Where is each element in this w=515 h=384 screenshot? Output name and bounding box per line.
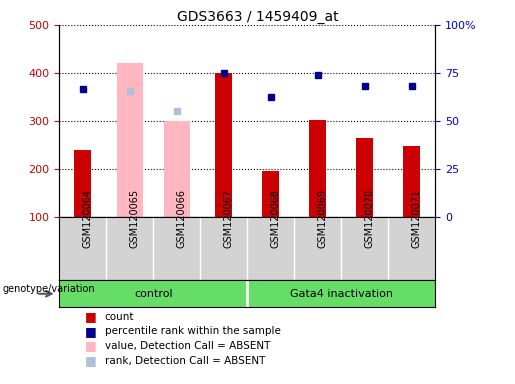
- Text: genotype/variation: genotype/variation: [3, 284, 95, 294]
- Text: ■: ■: [85, 310, 97, 323]
- Text: ■: ■: [85, 354, 97, 367]
- Bar: [75, 150, 91, 217]
- Text: Gata4 inactivation: Gata4 inactivation: [289, 289, 392, 299]
- Text: count: count: [105, 312, 134, 322]
- Text: GSM120069: GSM120069: [318, 189, 328, 248]
- Bar: [403, 146, 420, 217]
- Bar: [215, 73, 232, 217]
- Bar: [310, 119, 326, 217]
- Bar: [164, 121, 190, 217]
- Text: GSM120070: GSM120070: [365, 189, 375, 248]
- Text: control: control: [134, 289, 173, 299]
- Text: GSM120065: GSM120065: [130, 189, 140, 248]
- Text: GSM120068: GSM120068: [271, 189, 281, 248]
- Text: ■: ■: [85, 325, 97, 338]
- Bar: [117, 63, 143, 217]
- Text: GSM120071: GSM120071: [411, 189, 422, 248]
- Text: GSM120064: GSM120064: [83, 189, 93, 248]
- Text: GDS3663 / 1459409_at: GDS3663 / 1459409_at: [177, 10, 338, 23]
- Text: GSM120067: GSM120067: [224, 189, 234, 248]
- Text: value, Detection Call = ABSENT: value, Detection Call = ABSENT: [105, 341, 270, 351]
- Text: rank, Detection Call = ABSENT: rank, Detection Call = ABSENT: [105, 356, 265, 366]
- Text: percentile rank within the sample: percentile rank within the sample: [105, 326, 281, 336]
- Bar: [356, 138, 373, 217]
- Bar: [263, 171, 279, 217]
- Text: ■: ■: [85, 339, 97, 353]
- Text: GSM120066: GSM120066: [177, 189, 187, 248]
